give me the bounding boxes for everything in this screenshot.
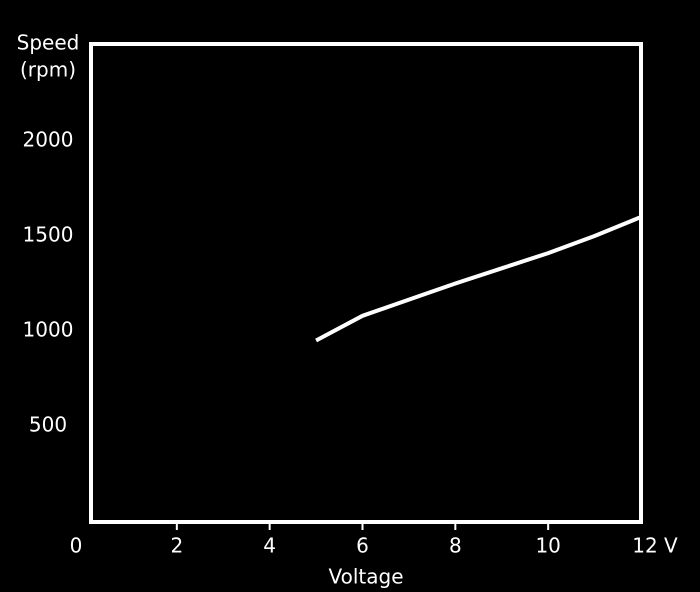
x-axis-label: Voltage [328, 565, 403, 589]
x-tick-label: 12 V [632, 534, 678, 558]
plot-frame [89, 42, 643, 524]
y-tick-label: 1000 [23, 318, 74, 342]
y-axis-label: (rpm) [20, 58, 76, 82]
x-tick-label: 0 [70, 534, 83, 558]
x-tick-label: 10 [535, 534, 560, 558]
x-tick-label: 4 [263, 534, 276, 558]
line-series [315, 215, 642, 343]
y-tick-label: 500 [29, 413, 67, 437]
x-tick-label: 8 [449, 534, 462, 558]
x-tick-label: 2 [170, 534, 183, 558]
y-tick-label: 1500 [23, 223, 74, 247]
y-axis-label: Speed [17, 31, 80, 55]
x-tick-label: 6 [356, 534, 369, 558]
y-tick-label: 2000 [23, 128, 74, 152]
